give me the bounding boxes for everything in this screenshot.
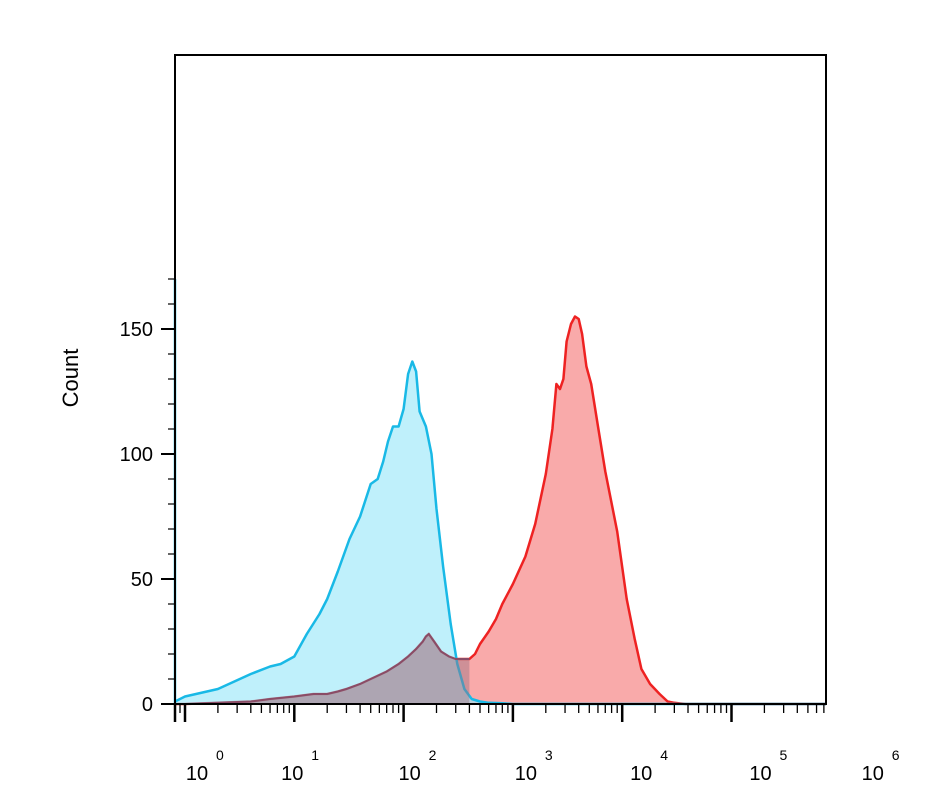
overlap-area [175,634,470,704]
x-tick-label-base: 10 [749,763,771,785]
y-tick-label: 0 [142,694,153,716]
series-2-area [175,316,826,704]
y-axis-title: Count [58,349,83,408]
x-tick-label-base: 10 [398,763,420,785]
x-tick-label-base: 10 [281,763,303,785]
x-tick-label-exponent: 5 [780,747,788,763]
x-tick-label-exponent: 6 [892,747,900,763]
x-tick-label-base: 10 [186,763,208,785]
x-tick-label-base: 10 [515,763,537,785]
y-tick-label: 150 [120,319,153,341]
x-tick-label-exponent: 1 [311,747,319,763]
x-tick-label-base: 10 [862,763,884,785]
y-tick-label: 50 [131,569,153,591]
overlap-line [175,632,470,705]
x-tick-label-exponent: 4 [660,747,668,763]
series-layer [173,279,826,706]
series-1-line [173,279,826,706]
x-tick-label-exponent: 0 [216,747,224,763]
series-1-area [175,279,826,704]
x-tick-label-base: 10 [630,763,652,785]
y-tick-label: 100 [120,444,153,466]
x-tick-label-exponent: 2 [429,747,437,763]
x-tick-label-exponent: 3 [545,747,553,763]
